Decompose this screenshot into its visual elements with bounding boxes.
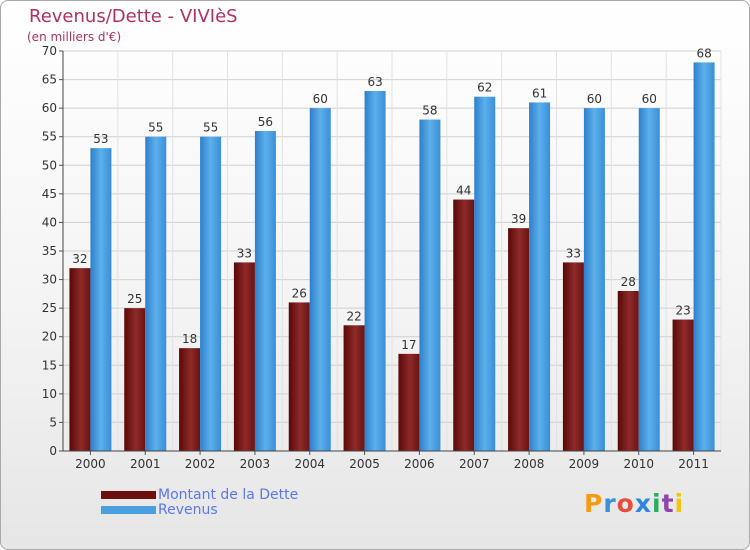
bar-dette-2001 (124, 308, 146, 451)
data-label-dette-2004: 26 (292, 286, 307, 300)
logo-letter: o (616, 489, 635, 518)
bar-revenus-2004 (309, 108, 331, 452)
data-label-revenus-2011: 68 (696, 46, 711, 60)
bar-dette-2002 (179, 348, 201, 451)
legend-item-dette: Montant de la Dette (101, 486, 299, 503)
bar-revenus-2011 (693, 62, 715, 452)
x-tick-label: 2011 (678, 457, 709, 471)
logo-letter: x (634, 489, 652, 518)
data-label-dette-2010: 28 (621, 275, 636, 289)
y-tick-label: 30 (42, 273, 57, 287)
x-tick-label: 2010 (623, 457, 654, 471)
data-label-revenus-2009: 60 (587, 92, 602, 106)
bar-revenus-2009 (583, 108, 605, 452)
legend-label-revenus: Revenus (158, 501, 218, 518)
y-tick-label: 65 (42, 73, 57, 87)
x-tick-label: 2001 (130, 457, 161, 471)
y-tick-label: 50 (42, 158, 57, 172)
bar-revenus-2010 (638, 108, 660, 452)
data-label-dette-2009: 33 (566, 246, 581, 260)
logo-letter: t (661, 489, 675, 518)
bar-dette-2009 (562, 262, 584, 451)
y-tick-label: 45 (42, 187, 57, 201)
y-tick-label: 55 (42, 130, 57, 144)
logo-letter: P (584, 489, 604, 518)
bar-revenus-2008 (529, 102, 551, 451)
bar-dette-2003 (233, 262, 255, 451)
y-tick-label: 60 (42, 101, 57, 115)
chart-subtitle: (en milliers d'€) (27, 30, 122, 44)
x-tick-label: 2002 (185, 457, 216, 471)
legend-item-revenus: Revenus (101, 501, 298, 518)
data-label-dette-2011: 23 (675, 304, 690, 318)
bar-dette-2008 (508, 228, 530, 451)
data-label-dette-2001: 25 (127, 292, 142, 306)
data-label-revenus-2006: 58 (422, 104, 437, 118)
data-label-revenus-2005: 63 (367, 75, 382, 89)
x-tick-label: 2009 (569, 457, 600, 471)
y-tick-label: 5 (49, 415, 57, 429)
y-tick-label: 25 (42, 301, 57, 315)
y-tick-label: 40 (42, 215, 57, 229)
data-label-revenus-2004: 60 (313, 92, 328, 106)
data-label-revenus-2003: 56 (258, 115, 273, 129)
proxiti-logo: Proxiti (584, 489, 684, 518)
bar-dette-2000 (69, 268, 91, 451)
data-label-revenus-2000: 53 (93, 132, 108, 146)
legend: Montant de la Dette Revenus (101, 486, 299, 518)
legend-label-dette: Montant de la Dette (158, 486, 299, 503)
y-tick-label: 10 (42, 387, 57, 401)
bar-dette-2011 (672, 319, 694, 451)
data-label-revenus-2002: 55 (203, 121, 218, 135)
legend-swatch-dette (101, 490, 156, 499)
x-tick-label: 2004 (294, 457, 325, 471)
data-label-revenus-2008: 61 (532, 86, 547, 100)
bar-revenus-2007 (474, 96, 496, 451)
bar-revenus-2005 (364, 91, 386, 451)
data-label-dette-2000: 32 (72, 252, 87, 266)
y-tick-label: 15 (42, 358, 57, 372)
bar-dette-2005 (343, 325, 365, 451)
data-label-revenus-2001: 55 (148, 121, 163, 135)
bar-dette-2010 (617, 291, 639, 451)
data-label-dette-2007: 44 (456, 184, 471, 198)
logo-letter: i (674, 489, 685, 518)
x-tick-label: 2008 (514, 457, 545, 471)
bar-revenus-2002 (200, 136, 222, 451)
y-tick-label: 35 (42, 244, 57, 258)
x-tick-label: 2007 (459, 457, 490, 471)
bar-revenus-2006 (419, 119, 441, 452)
data-label-dette-2005: 22 (346, 309, 361, 323)
bar-revenus-2003 (254, 131, 276, 451)
data-label-dette-2002: 18 (182, 332, 197, 346)
y-tick-label: 0 (49, 444, 57, 458)
logo-letter: r (603, 489, 617, 518)
chart-title: Revenus/Dette - VIVIèS (29, 6, 238, 27)
bar-revenus-2001 (145, 136, 167, 451)
bar-dette-2006 (398, 353, 420, 451)
bar-dette-2007 (453, 199, 475, 451)
data-label-dette-2003: 33 (237, 246, 252, 260)
legend-swatch-revenus (101, 505, 156, 514)
x-tick-label: 2000 (75, 457, 106, 471)
data-label-dette-2008: 39 (511, 212, 526, 226)
data-label-dette-2006: 17 (401, 338, 416, 352)
logo-letter: i (652, 489, 662, 518)
y-tick-label: 20 (42, 330, 57, 344)
bar-revenus-2000 (90, 148, 112, 451)
x-tick-label: 2005 (349, 457, 380, 471)
x-tick-label: 2003 (240, 457, 271, 471)
y-tick-label: 70 (42, 44, 57, 58)
data-label-revenus-2007: 62 (477, 81, 492, 95)
bar-dette-2004 (288, 302, 310, 451)
x-tick-label: 2006 (404, 457, 435, 471)
data-label-revenus-2010: 60 (642, 92, 657, 106)
